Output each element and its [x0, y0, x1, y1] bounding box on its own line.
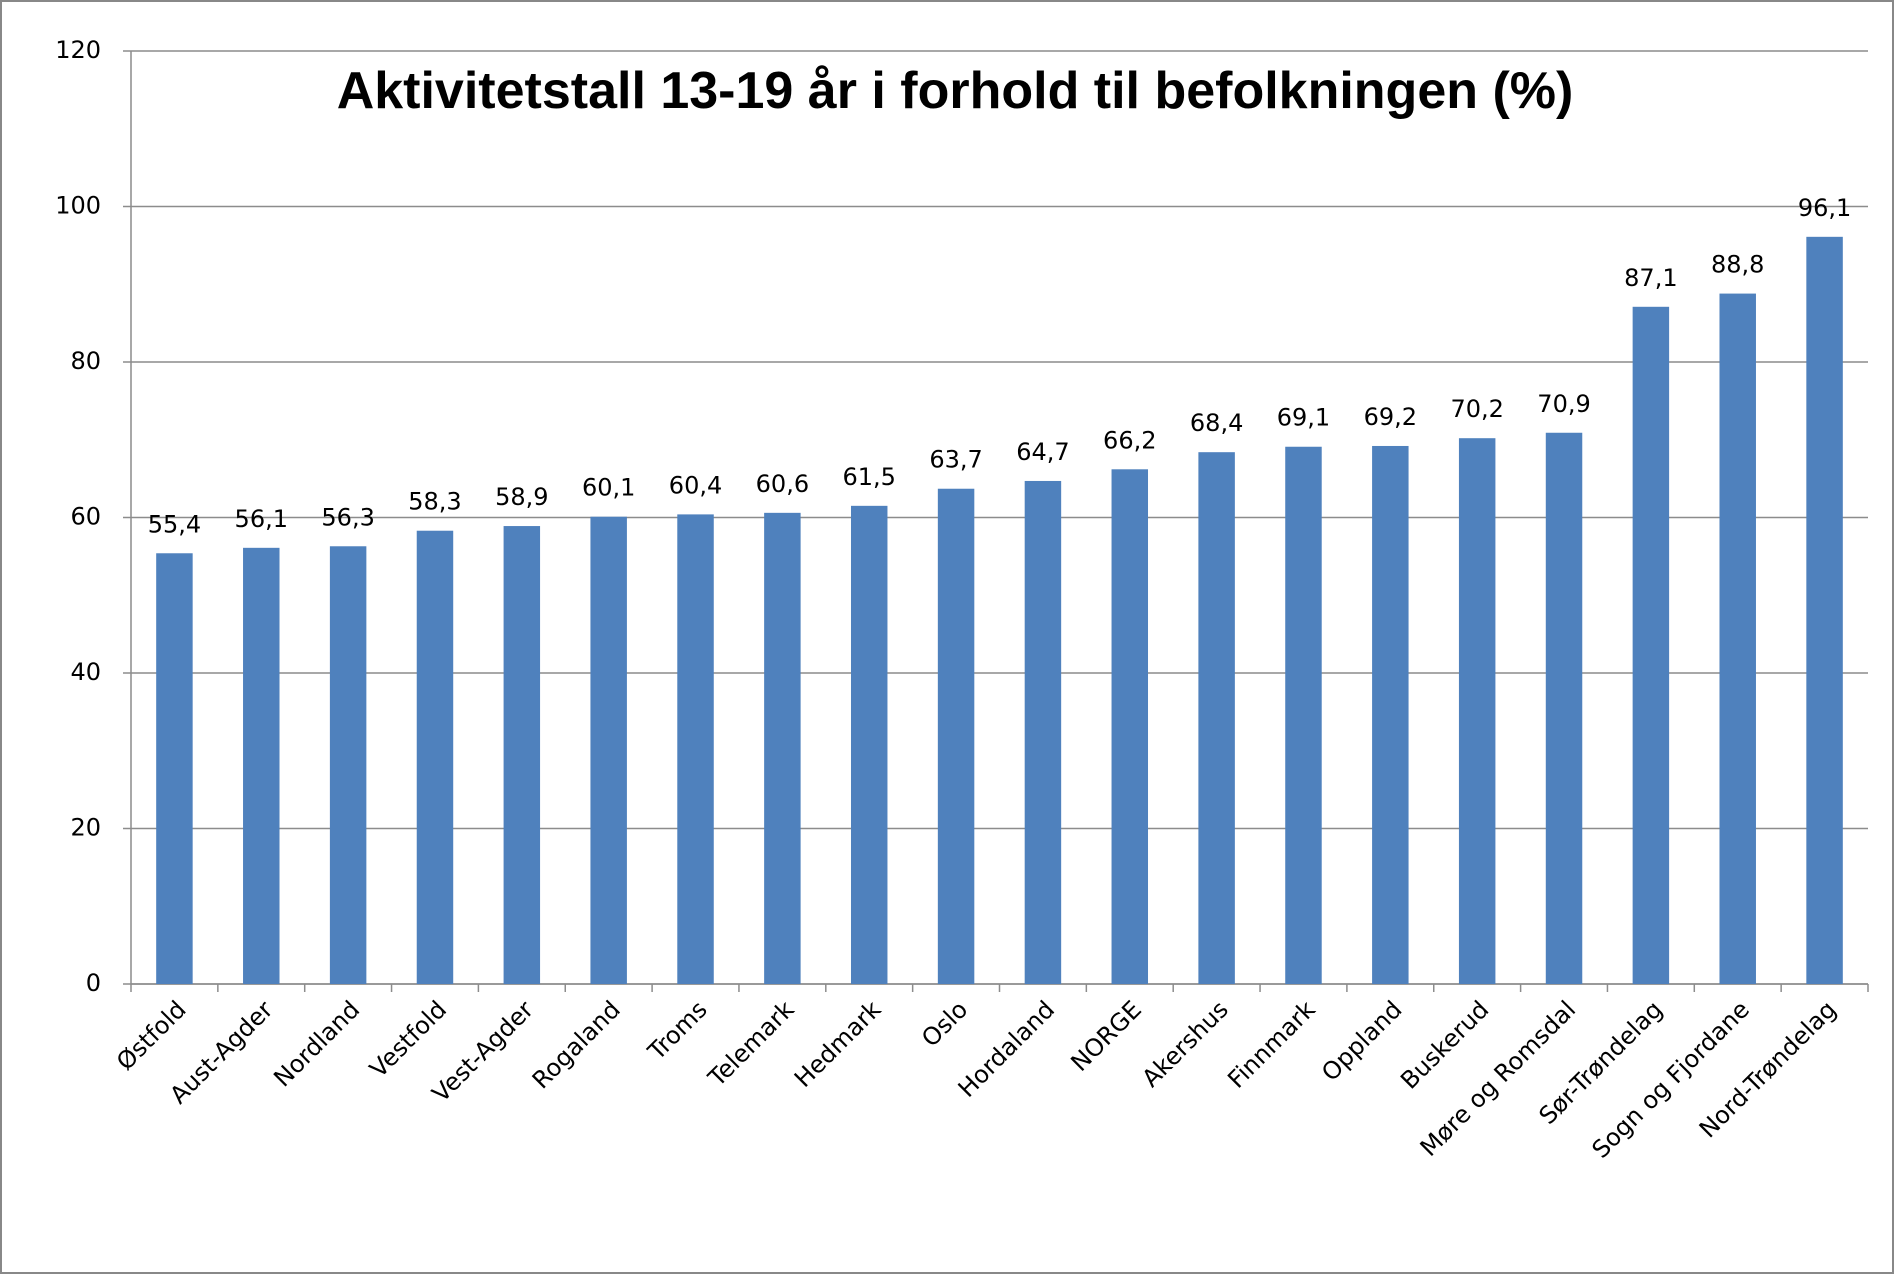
data-label: 55,4 — [148, 510, 201, 538]
bar — [1198, 452, 1235, 984]
data-label: 96,1 — [1798, 194, 1851, 222]
bar — [590, 516, 627, 984]
bar — [503, 526, 541, 984]
x-tick-label: Østfold — [111, 995, 191, 1075]
y-tick-label: 20 — [70, 814, 101, 842]
x-tick-label: Oslo — [916, 995, 973, 1052]
data-label: 87,1 — [1624, 264, 1677, 292]
x-tick-label: Møre og Romsdal — [1415, 995, 1581, 1161]
x-tick-label: Akershus — [1137, 995, 1234, 1092]
data-label: 60,4 — [669, 471, 722, 499]
y-tick-label: 60 — [70, 503, 101, 531]
bar — [1806, 236, 1843, 984]
x-tick-label: Oppland — [1316, 995, 1407, 1086]
x-tick-label: Troms — [642, 995, 713, 1066]
bar — [677, 514, 714, 984]
x-tick-label: Finnmark — [1222, 995, 1320, 1093]
chart-title: Aktivitetstall 13-19 år i forhold til be… — [336, 62, 1574, 120]
data-label: 70,9 — [1537, 390, 1590, 418]
bar — [416, 530, 454, 984]
bar — [1545, 432, 1583, 984]
data-label: 63,7 — [929, 446, 982, 474]
data-label: 56,1 — [235, 505, 288, 533]
bar — [329, 546, 367, 984]
bar — [937, 488, 975, 984]
data-label: 61,5 — [843, 463, 896, 491]
data-label: 69,2 — [1364, 403, 1417, 431]
bar — [243, 547, 280, 984]
data-label: 60,6 — [756, 470, 809, 498]
x-tick-label: Vestfold — [364, 995, 452, 1083]
bar — [1458, 438, 1496, 984]
data-label: 70,2 — [1450, 395, 1503, 423]
bar — [1719, 293, 1756, 985]
bar — [1285, 446, 1322, 984]
y-tick-label: 100 — [55, 192, 101, 220]
data-label: 66,2 — [1103, 426, 1156, 454]
x-tick-label: Sogn og Fjordane — [1587, 995, 1755, 1163]
bar — [764, 512, 801, 984]
data-label: 58,9 — [495, 483, 548, 511]
bar — [1111, 469, 1149, 984]
x-tick-label: Nordland — [268, 995, 365, 1092]
data-label: 69,1 — [1277, 404, 1330, 432]
data-label: 58,3 — [408, 488, 461, 516]
y-tick-label: 0 — [86, 969, 101, 997]
y-tick-label: 120 — [55, 36, 101, 64]
x-tick-label: Telemark — [702, 995, 799, 1092]
bar — [850, 505, 888, 984]
x-tick-label: Rogaland — [527, 995, 626, 1094]
data-label: 56,3 — [321, 503, 374, 531]
bar — [1632, 306, 1670, 984]
data-label: 64,7 — [1016, 438, 1069, 466]
y-tick-label: 80 — [70, 347, 101, 375]
x-tick-label: Hedmark — [789, 995, 887, 1093]
bar — [156, 553, 193, 984]
x-tick-label: NORGE — [1065, 995, 1147, 1077]
bar — [1372, 445, 1409, 985]
bar — [1024, 480, 1062, 984]
data-label: 60,1 — [582, 474, 635, 502]
data-label: 68,4 — [1190, 409, 1243, 437]
data-label: 88,8 — [1711, 251, 1764, 279]
y-tick-label: 40 — [70, 658, 101, 686]
